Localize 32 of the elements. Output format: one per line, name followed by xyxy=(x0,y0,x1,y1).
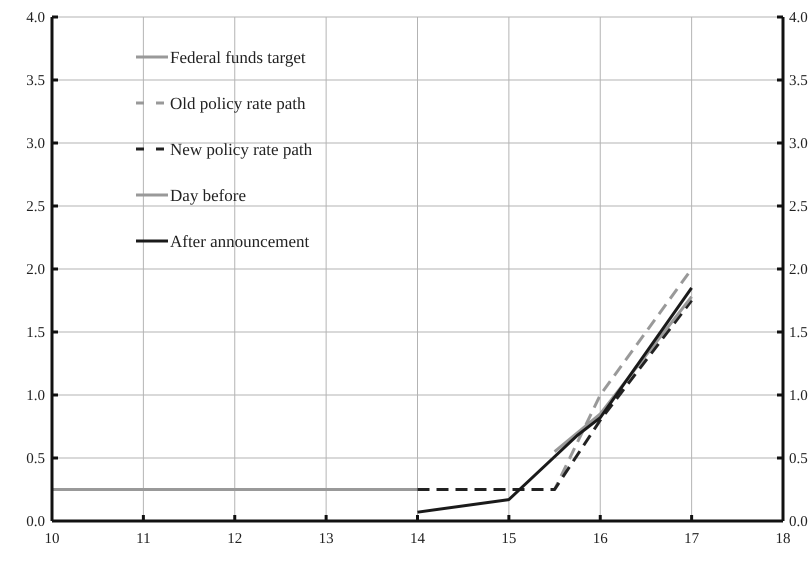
y2-tick-label: 0.5 xyxy=(789,451,808,467)
y2-tick-label: 1.0 xyxy=(789,388,808,404)
y2-tick-label: 1.5 xyxy=(789,325,808,341)
y-tick-label: 2.0 xyxy=(26,262,45,278)
legend-label: Day before xyxy=(170,186,246,205)
y-tick-label: 4.0 xyxy=(26,10,45,26)
x-tick-label: 15 xyxy=(501,531,516,547)
x-tick-label: 14 xyxy=(410,531,426,547)
y-tick-label: 0.0 xyxy=(26,514,45,530)
x-tick-label: 18 xyxy=(776,531,790,547)
y-tick-label: 3.0 xyxy=(26,136,45,152)
y-tick-label: 1.0 xyxy=(26,388,45,404)
x-tick-label: 13 xyxy=(318,531,334,547)
y-tick-label: 1.5 xyxy=(26,325,45,341)
legend-label: Federal funds target xyxy=(170,48,306,67)
y2-tick-label: 2.0 xyxy=(789,262,808,278)
x-tick-label: 17 xyxy=(684,531,700,547)
y-tick-label: 0.5 xyxy=(26,451,45,467)
x-tick-label: 16 xyxy=(592,531,608,547)
y-tick-label: 2.5 xyxy=(26,199,45,215)
y2-tick-label: 3.5 xyxy=(789,73,808,89)
y2-tick-label: 4.0 xyxy=(789,10,808,26)
legend-label: Old policy rate path xyxy=(170,94,306,113)
x-tick-label: 11 xyxy=(136,531,151,547)
y2-tick-label: 2.5 xyxy=(789,199,808,215)
y2-tick-label: 3.0 xyxy=(789,136,808,152)
y-tick-label: 3.5 xyxy=(26,73,45,89)
x-tick-label: 10 xyxy=(44,531,60,547)
y2-tick-label: 0.0 xyxy=(789,514,808,530)
legend-label: After announcement xyxy=(170,232,310,251)
legend-label: New policy rate path xyxy=(170,140,313,159)
x-tick-label: 12 xyxy=(227,531,242,547)
